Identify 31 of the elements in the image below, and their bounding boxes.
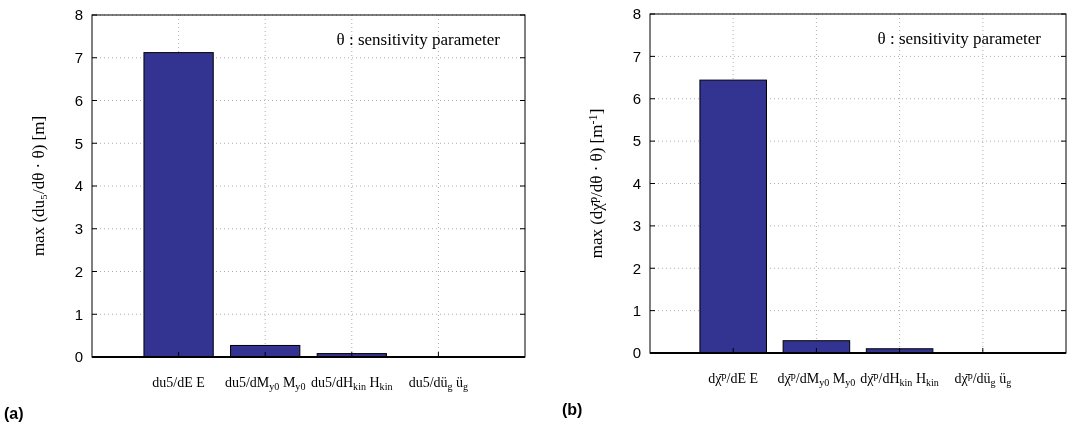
y-tick-label: 5 [74,134,83,152]
x-tick-label: dχ̄$^{p}$/dü$_{g}$ ü$_{g}$ [954,370,1012,388]
y-tick-label: 4 [632,174,641,192]
x-tick-label: dχ̄$^{p}$/dE E [708,370,759,386]
text: (a) [4,405,24,422]
annotation: θ : sensitivity parameter [877,29,1042,48]
y-tick-label: 2 [632,259,641,277]
y-tick-label: 6 [632,90,641,107]
text: (b) [562,401,583,418]
annotation: θ : sensitivity parameter [336,30,501,49]
y-tick-label: 7 [74,49,83,66]
y-tick-label: 1 [74,305,83,323]
x-tick-label: dχ̄$^{p}$/dH$_{kin}$ H$_{kin}$ [860,370,939,388]
x-tick-label: du5/dM$_{y0}$ M$_{y0}$ [224,375,306,392]
y-tick-label: 8 [74,6,83,24]
y-tick-label: 1 [632,301,641,319]
y-tick-label: 7 [632,47,641,65]
y-tick-label: 3 [74,220,83,237]
y-tick-label: 8 [632,5,641,23]
x-tick-label: du5/dü$_{g}$ ü$_{g}$ [408,375,469,392]
y-tick-label: 3 [632,217,641,235]
y-tick-label: 0 [74,348,83,366]
x-tick-label: dχ̄$^{p}$/dM$_{y0}$ M$_{y0}$ [777,370,856,388]
y-tick-label: 2 [74,262,83,280]
x-tick-label: du5/dH$_{kin}$ H$_{kin}$ [311,375,393,392]
y-tick-label: 6 [74,91,83,109]
y-tick-label: 5 [632,132,641,150]
y-tick-label: 0 [632,344,641,362]
y-tick-label: 4 [74,177,83,195]
y-axis-title: max (du₅/dθ · θ) [m] [29,115,48,257]
x-tick-label: du5/dE E [152,375,205,390]
